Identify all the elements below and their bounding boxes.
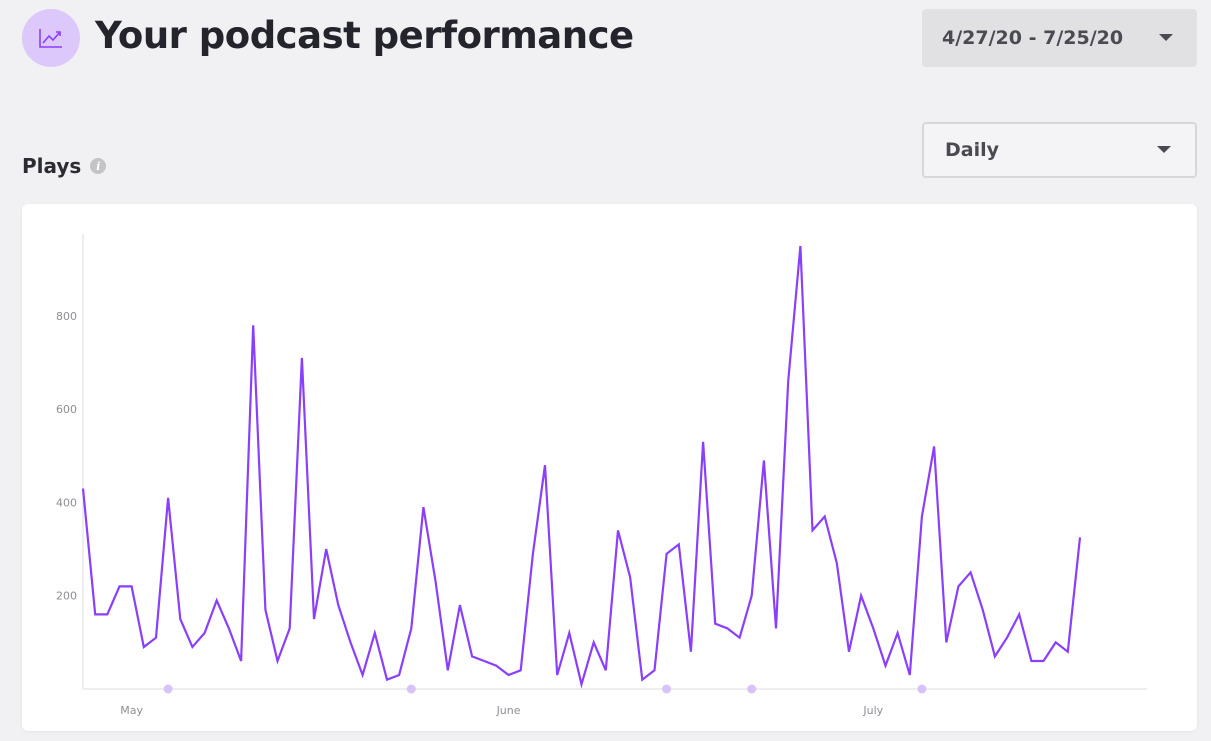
- x-tick-label-july: July: [862, 704, 883, 717]
- plays-series-line: [81, 245, 1082, 689]
- plays-title: Plays: [22, 154, 82, 178]
- episode-marker-4[interactable]: [917, 684, 927, 694]
- episode-marker-0[interactable]: [163, 684, 173, 694]
- plays-chart: 200 400 600 800 May June July: [56, 234, 1147, 717]
- line-chart-icon: [22, 9, 80, 67]
- y-tick-label-600: 600: [56, 403, 77, 416]
- info-icon[interactable]: i: [90, 158, 107, 174]
- page-title: Your podcast performance: [95, 14, 634, 57]
- x-tick-label-may: May: [120, 704, 143, 717]
- interval-value: Daily: [945, 139, 1000, 161]
- y-tick-label-200: 200: [56, 590, 77, 603]
- episode-marker-3[interactable]: [747, 684, 757, 694]
- y-tick-label-400: 400: [56, 496, 77, 509]
- chevron-down-icon: [1159, 34, 1173, 41]
- chevron-down-icon: [1157, 146, 1171, 153]
- episode-marker-1[interactable]: [406, 684, 416, 694]
- y-tick-label-800: 800: [56, 310, 77, 323]
- date-range-dropdown[interactable]: 4/27/20 - 7/25/20: [922, 9, 1197, 67]
- episode-marker-2[interactable]: [662, 684, 672, 694]
- date-range-value: 4/27/20 - 7/25/20: [942, 27, 1124, 49]
- plays-chart-card: 200 400 600 800 May June July: [22, 204, 1197, 731]
- interval-dropdown[interactable]: Daily: [922, 122, 1197, 178]
- x-tick-label-june: June: [496, 704, 521, 717]
- plays-section-title: Plays i: [22, 154, 107, 178]
